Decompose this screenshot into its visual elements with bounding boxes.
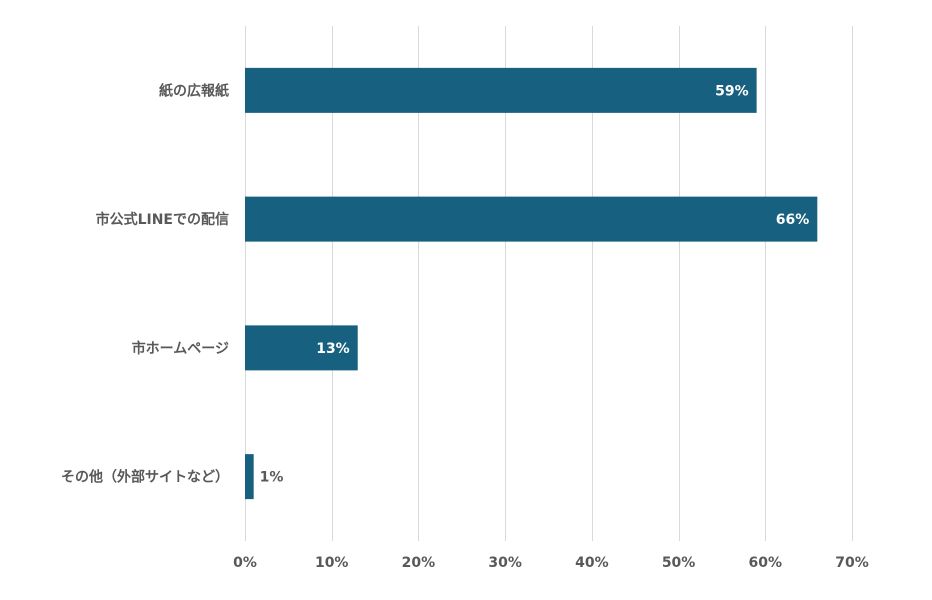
bar-1 — [245, 196, 818, 242]
x-tick-label-70: 70% — [835, 555, 869, 571]
data-label-0: 59% — [715, 83, 749, 99]
bar-2 — [245, 325, 358, 371]
bar-3 — [245, 454, 254, 500]
category-label-2: 市ホームページ — [132, 340, 229, 357]
x-tick-label-0: 0% — [233, 555, 257, 571]
bars — [245, 67, 818, 500]
category-label-0: 紙の広報紙 — [159, 82, 229, 99]
data-label-1: 66% — [776, 212, 810, 228]
x-tick-label-10: 10% — [315, 555, 349, 571]
data-label-2: 13% — [316, 341, 350, 357]
x-tick-label-50: 50% — [662, 555, 696, 571]
x-tick-label-40: 40% — [575, 555, 609, 571]
x-tick-label-30: 30% — [488, 555, 522, 571]
bar-0 — [245, 67, 757, 113]
x-axis-tick-labels: 0% 10% 20% 30% 40% 50% 60% 70% — [233, 555, 869, 571]
x-tick-label-20: 20% — [402, 555, 436, 571]
category-label-1: 市公式LINEでの配信 — [96, 211, 229, 228]
data-labels: 59% 66% 13% 1% — [260, 83, 810, 485]
category-label-3: その他（外部サイトなど） — [61, 469, 229, 486]
x-tick-label-60: 60% — [749, 555, 783, 571]
data-label-3: 1% — [260, 470, 284, 486]
